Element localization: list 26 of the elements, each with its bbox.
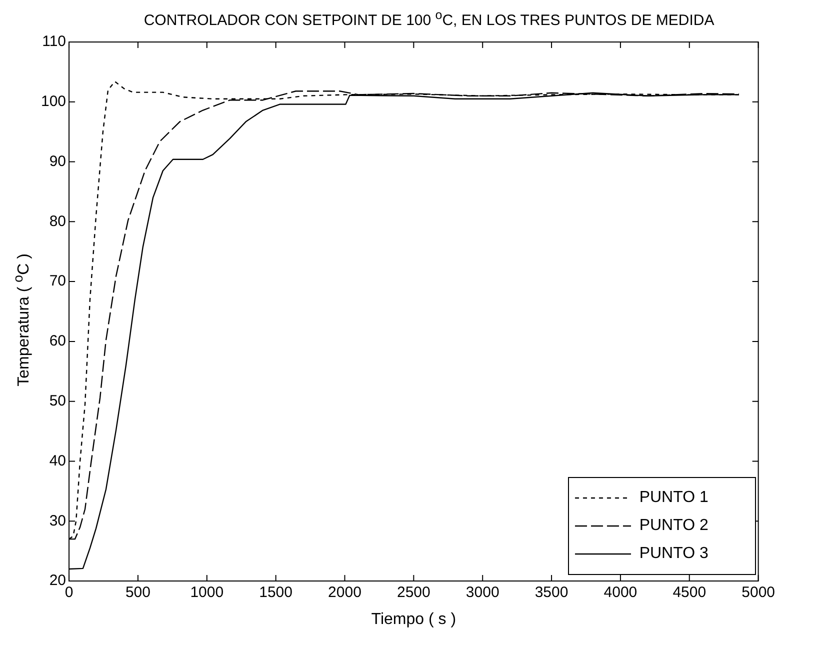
- x-tick-label: 1500: [259, 584, 292, 602]
- x-tick-label: 500: [125, 584, 150, 602]
- chart-title: CONTROLADOR CON SETPOINT DE 100 $^{o}$C, EN LOS TRES PUNTOS DE MEDIDA: [142, 8, 716, 29]
- x-tick-label: 2500: [396, 584, 430, 602]
- y-tick-label: 100: [40, 93, 66, 110]
- x-tick-label: 0: [64, 584, 74, 602]
- y-tick-label: 80: [49, 212, 66, 230]
- y-tick-label: 90: [49, 152, 66, 170]
- x-tick-label: 4000: [604, 584, 638, 602]
- y-tick-label: 40: [49, 452, 66, 470]
- y-tick-label: 70: [49, 272, 66, 290]
- legend-label: PUNTO 3: [639, 545, 708, 563]
- x-axis-title: Tiempo ( s ): [370, 611, 458, 629]
- x-tick-label: 3500: [534, 584, 568, 602]
- x-tick-label: 4500: [672, 584, 706, 602]
- y-tick-label: 110: [42, 33, 66, 50]
- y-tick-label: 30: [49, 512, 66, 530]
- x-tick-label: 1000: [190, 584, 224, 602]
- legend-label: PUNTO 2: [639, 517, 708, 535]
- y-tick-label: 50: [49, 392, 66, 410]
- x-tick-label: 5000: [742, 584, 776, 602]
- y-tick-label: 20: [49, 572, 66, 590]
- y-tick-label: 60: [49, 332, 66, 350]
- legend-label: PUNTO 1: [639, 489, 708, 507]
- x-tick-label: 2000: [328, 584, 362, 602]
- x-tick-label: 3000: [466, 584, 500, 602]
